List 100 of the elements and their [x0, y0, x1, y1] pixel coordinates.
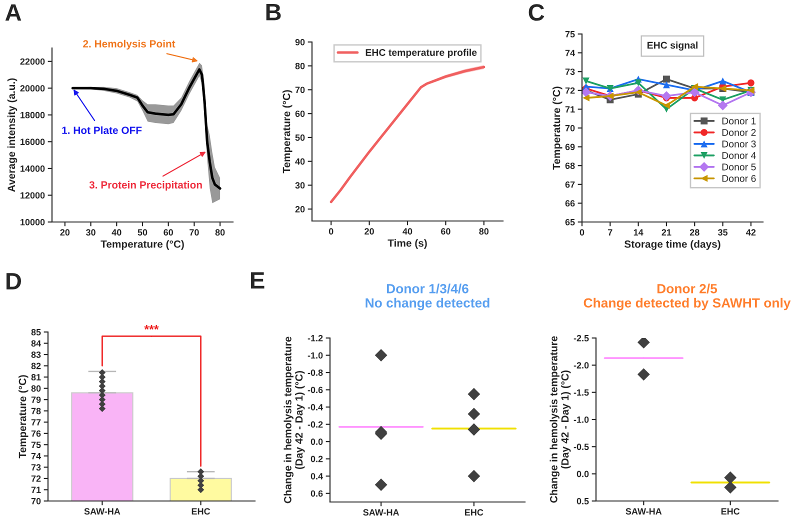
- y-tick-label: -0.2: [308, 421, 323, 428]
- y-tick-label: 74: [565, 50, 576, 56]
- x-tick-label: 14: [634, 229, 644, 236]
- y-tick-label: 81: [31, 374, 41, 380]
- y-tick-label: 0.2: [310, 456, 323, 462]
- y-tick-label: 12000: [20, 192, 45, 199]
- x-axis-title: Time (s): [388, 239, 427, 249]
- y-tick-label: 72: [31, 475, 41, 482]
- y-tick-label: 70: [295, 86, 305, 94]
- x-tick-label: 42: [746, 229, 756, 236]
- y-tick-label: 10000: [20, 218, 45, 226]
- legend-label: Donor 2: [722, 129, 756, 136]
- y-axis-title: Temperature (°C): [282, 90, 292, 174]
- y-tick-label: 69: [565, 144, 575, 150]
- y-tick-label: 78: [31, 408, 41, 414]
- x-axis-title: Storage time (days): [624, 240, 720, 250]
- y-tick-label: -0.8: [308, 369, 323, 376]
- x-tick-label: 21: [662, 229, 672, 236]
- x-tick-label: 80: [215, 229, 225, 236]
- x-tick-label: 0: [328, 228, 334, 235]
- y-tick-label: -0.4: [308, 404, 324, 410]
- x-tick-label: 60: [441, 228, 450, 235]
- y-tick-label: 65: [565, 218, 575, 226]
- y-tick-label: 40: [295, 158, 305, 165]
- x-tick-label: 70: [190, 229, 199, 236]
- annotation: ***: [144, 325, 159, 330]
- text: A: [5, 4, 22, 21]
- x-tick-label: SAW-HA: [363, 509, 400, 516]
- y-tick-label: 73: [31, 464, 41, 471]
- y-tick-label: -1.0: [574, 416, 589, 423]
- y-tick-label: 20000: [20, 85, 45, 92]
- annotation: 1. Hot Plate OFF: [62, 126, 142, 134]
- annotation: 3. Protein Precipitation: [89, 180, 202, 191]
- y-tick-label: 85: [31, 328, 41, 336]
- x-tick-label: SAW-HA: [626, 508, 662, 515]
- x-tick-label: 30: [86, 229, 96, 236]
- text: EHC signal: [647, 42, 698, 51]
- y-tick-label: 0.5: [576, 498, 589, 504]
- y-tick-label: 77: [31, 419, 41, 426]
- y-tick-label: 75: [565, 31, 575, 38]
- x-tick-label: EHC: [721, 508, 740, 515]
- x-tick-label: 20: [60, 229, 70, 236]
- y-tick-label: 16000: [20, 138, 45, 146]
- y-tick-label: 80: [295, 62, 305, 70]
- y-tick-label: -1.0: [308, 352, 323, 359]
- y-tick-label: 22000: [20, 58, 45, 65]
- y-tick-label: 71: [565, 106, 575, 112]
- chart-title: Donor 2/5 Change detected by SAWHT only: [584, 284, 791, 310]
- y-tick-label: 74: [31, 452, 42, 460]
- y-tick-label: 0.4: [310, 473, 324, 480]
- y-tick-label: 0.0: [576, 470, 589, 478]
- x-tick-label: EHC: [465, 509, 484, 516]
- y-tick-label: 71: [31, 486, 41, 494]
- x-tick-label: 60: [164, 229, 174, 236]
- x-tick-label: 35: [718, 229, 728, 236]
- legend-label: Donor 6: [722, 175, 756, 182]
- y-tick-label: 0.0: [310, 438, 323, 445]
- text: B: [266, 4, 281, 20]
- x-axis-title: Temperature (°C): [100, 240, 184, 250]
- x-tick-label: 20: [364, 228, 374, 235]
- y-axis-title: Change in hemolysis temperature (Day 42 - Day 1) (°C): [550, 336, 571, 503]
- x-tick-label: 7: [608, 229, 612, 236]
- y-tick-label: 72: [565, 87, 575, 94]
- annotation: 2. Hemolysis Point: [83, 40, 176, 50]
- y-tick-label: 79: [31, 396, 41, 403]
- y-axis-title: Temperature (°C): [18, 375, 28, 458]
- y-tick-label: 68: [565, 162, 575, 169]
- x-tick-label: 28: [690, 229, 700, 236]
- text: D: [6, 273, 22, 290]
- legend-label: Donor 3: [722, 140, 756, 148]
- y-tick-label: 60: [295, 110, 305, 117]
- text: E: [251, 272, 264, 288]
- text: C: [528, 4, 544, 21]
- y-tick-label: -0.6: [308, 386, 323, 394]
- legend-label: EHC temperature profile: [366, 48, 477, 58]
- y-tick-label: 82: [31, 362, 41, 370]
- x-tick-label: SAW-HA: [84, 508, 120, 515]
- y-tick-label: 83: [31, 352, 41, 358]
- y-tick-label: -2.5: [574, 334, 589, 342]
- y-tick-label: 84: [31, 340, 42, 347]
- x-tick-label: 0: [580, 229, 584, 236]
- y-tick-label: 70: [565, 124, 575, 132]
- y-tick-label: -1.2: [308, 334, 323, 342]
- legend-label: Donor 4: [722, 152, 756, 159]
- y-tick-label: 76: [31, 430, 41, 437]
- y-tick-label: 75: [31, 442, 41, 448]
- y-tick-label: 73: [565, 68, 575, 75]
- y-tick-label: -0.5: [574, 444, 589, 450]
- chart-title: Donor 1/3/4/6 No change detected: [366, 284, 490, 310]
- x-tick-label: 40: [112, 229, 122, 236]
- y-tick-label: 0.6: [310, 490, 323, 497]
- y-axis-title: Average intensity (a.u.): [7, 78, 18, 192]
- y-axis-title: Change in hemolysis temperature (Day 42 - Day 1) (°C): [284, 336, 305, 504]
- y-tick-label: 50: [295, 134, 305, 141]
- y-tick-label: 66: [565, 200, 575, 207]
- y-tick-label: 67: [565, 181, 575, 188]
- x-tick-label: 80: [479, 228, 489, 235]
- y-tick-label: 90: [295, 38, 305, 46]
- x-tick-label: 40: [402, 228, 412, 235]
- y-tick-label: 80: [31, 385, 41, 392]
